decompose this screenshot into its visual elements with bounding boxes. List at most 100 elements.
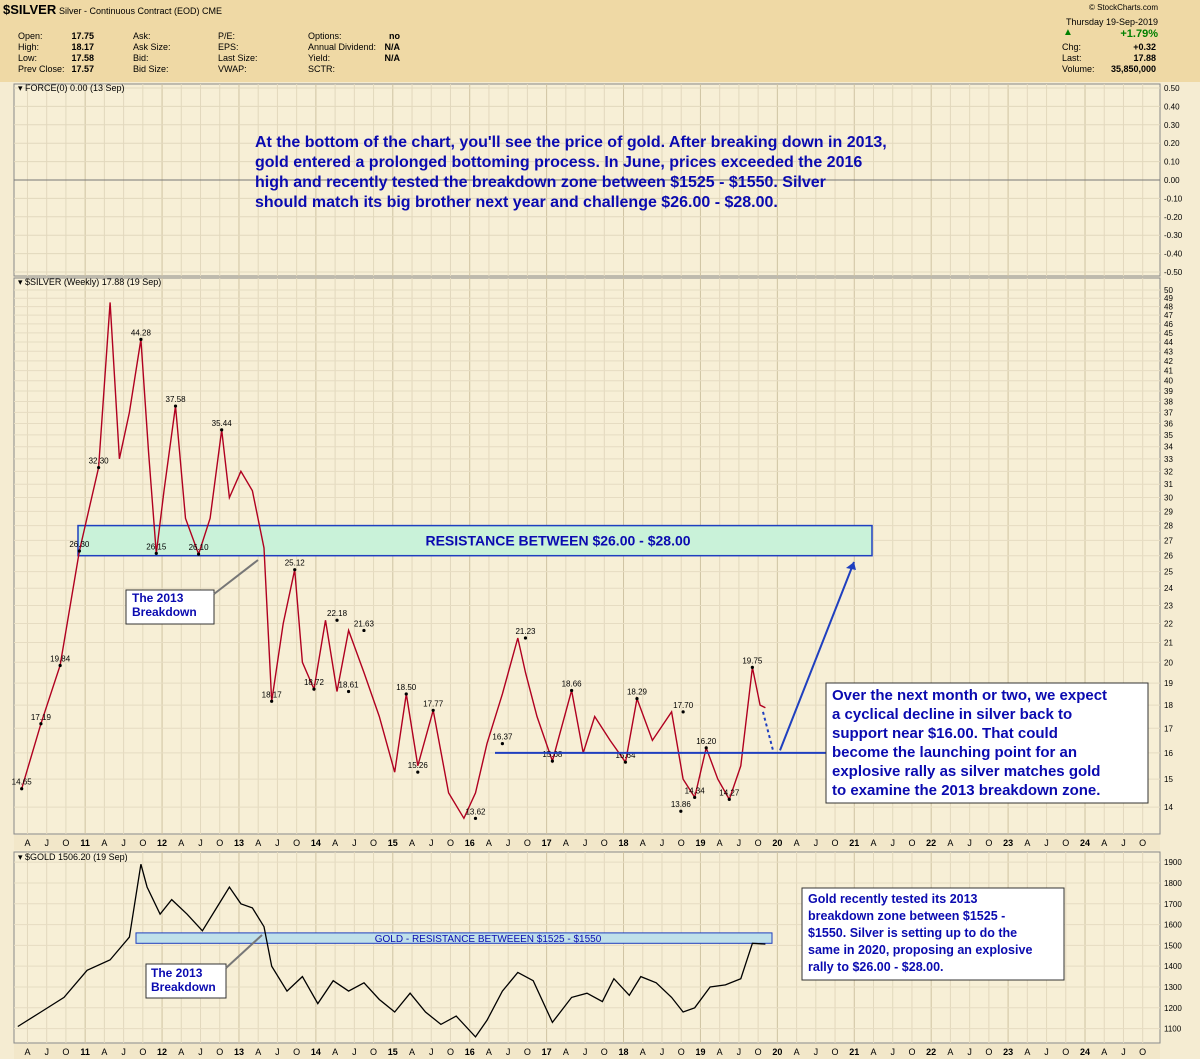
x-tick-label: O bbox=[62, 1047, 69, 1057]
x-tick-label: J bbox=[660, 838, 665, 848]
y-tick-label: -0.30 bbox=[1164, 231, 1183, 240]
resistance-zone bbox=[77, 524, 873, 557]
callout-box bbox=[145, 963, 227, 999]
x-tick-label: A bbox=[640, 1047, 646, 1057]
price-label: 14.34 bbox=[685, 786, 706, 795]
quote-label: Open: bbox=[18, 31, 43, 41]
price-label: 18.66 bbox=[562, 679, 583, 688]
quote-value: 17.58 bbox=[71, 53, 94, 63]
y-tick-label: 17 bbox=[1164, 724, 1173, 733]
price-point bbox=[20, 787, 24, 791]
y-tick-label: 43 bbox=[1164, 347, 1173, 356]
price-label: 19.75 bbox=[742, 656, 763, 665]
quote-value: +0.32 bbox=[1133, 42, 1156, 52]
y-tick-label: 0.50 bbox=[1164, 84, 1180, 93]
y-tick-label: 20 bbox=[1164, 658, 1173, 667]
price-point bbox=[693, 795, 697, 800]
price-point bbox=[293, 568, 297, 572]
main-annotation: At the bottom of the chart, you'll see t… bbox=[255, 134, 887, 151]
symbol-label: $SILVER bbox=[3, 2, 57, 17]
x-tick-label: J bbox=[429, 1047, 434, 1057]
y-tick-label: 1600 bbox=[1164, 921, 1182, 930]
x-tick-label: 14 bbox=[311, 838, 321, 848]
x-tick-label: J bbox=[121, 838, 126, 848]
x-tick-label: J bbox=[429, 838, 434, 848]
gold-note-text: breakdown zone between $1525 - bbox=[808, 909, 1005, 923]
quote-label: High: bbox=[18, 42, 40, 52]
price-point bbox=[727, 797, 731, 802]
quote-label: SCTR: bbox=[308, 64, 335, 74]
y-tick-label: 35 bbox=[1164, 431, 1173, 440]
x-tick-label: A bbox=[178, 1047, 184, 1057]
x-tick-label: O bbox=[524, 838, 531, 848]
x-tick-label: J bbox=[198, 838, 203, 848]
y-tick-label: 1100 bbox=[1164, 1025, 1182, 1034]
x-tick-label: 23 bbox=[1003, 838, 1013, 848]
x-tick-label: O bbox=[1062, 838, 1069, 848]
price-point bbox=[473, 816, 478, 820]
callout-box bbox=[125, 589, 215, 625]
price-label: 15.64 bbox=[615, 751, 636, 760]
quote-label: Chg: bbox=[1062, 42, 1082, 52]
y-tick-label: 27 bbox=[1164, 536, 1173, 545]
price-point bbox=[570, 688, 574, 693]
x-tick-label: A bbox=[794, 838, 800, 848]
price-point bbox=[270, 699, 274, 703]
price-point bbox=[416, 770, 420, 774]
x-tick-label: O bbox=[1139, 1047, 1146, 1057]
x-tick-label: O bbox=[447, 1047, 454, 1057]
price-point bbox=[623, 760, 628, 764]
x-tick-label: 21 bbox=[849, 838, 859, 848]
panel-label: ▾ $GOLD 1506.20 (19 Sep) bbox=[18, 852, 128, 862]
x-tick-label: O bbox=[678, 838, 685, 848]
price-point bbox=[681, 710, 685, 714]
gold-note-text: $1550. Silver is setting up to do the bbox=[808, 926, 1017, 940]
price-label: 26.10 bbox=[189, 543, 210, 552]
price-label: 16.20 bbox=[696, 737, 717, 746]
price-point bbox=[97, 465, 101, 470]
quote-label: Last: bbox=[1062, 53, 1082, 63]
price-label: 15.26 bbox=[408, 761, 429, 770]
x-tick-label: 16 bbox=[465, 1047, 475, 1057]
x-tick-label: O bbox=[216, 1047, 223, 1057]
x-tick-label: J bbox=[583, 1047, 588, 1057]
arrow-head bbox=[846, 561, 856, 570]
x-tick-label: J bbox=[1044, 838, 1049, 848]
quote-label: Prev Close: bbox=[18, 64, 65, 74]
x-tick-label: A bbox=[870, 1047, 876, 1057]
note-text: Over the next month or two, we expect bbox=[832, 687, 1107, 704]
price-label: 15.68 bbox=[542, 750, 563, 759]
quote-value: 17.57 bbox=[71, 64, 94, 74]
x-tick-label: O bbox=[985, 1047, 992, 1057]
gold-note-text: rally to $26.00 - $28.00. bbox=[808, 960, 944, 974]
x-tick-label: J bbox=[967, 838, 972, 848]
x-tick-label: J bbox=[583, 838, 588, 848]
y-tick-label: 36 bbox=[1164, 419, 1173, 428]
x-tick-label: A bbox=[1024, 1047, 1030, 1057]
y-tick-label: -0.50 bbox=[1164, 268, 1183, 277]
price-label: 18.50 bbox=[396, 683, 417, 692]
price-point bbox=[750, 665, 754, 669]
x-tick-label: O bbox=[985, 838, 992, 848]
x-tick-label: 15 bbox=[388, 1047, 398, 1057]
price-point bbox=[77, 549, 81, 553]
y-tick-label: 30 bbox=[1164, 494, 1173, 503]
x-tick-label: A bbox=[1101, 1047, 1107, 1057]
x-tick-label: J bbox=[352, 1047, 357, 1057]
x-tick-label: J bbox=[737, 1047, 742, 1057]
callout-text: The 2013 bbox=[132, 591, 184, 605]
price-point bbox=[550, 759, 554, 763]
note-text: support near $16.00. That could bbox=[832, 725, 1058, 742]
x-tick-label: A bbox=[947, 838, 953, 848]
y-tick-label: 48 bbox=[1164, 303, 1173, 312]
x-tick-label: 13 bbox=[234, 838, 244, 848]
y-tick-label: 0.30 bbox=[1164, 121, 1180, 130]
y-tick-label: 1500 bbox=[1164, 941, 1182, 950]
x-tick-label: O bbox=[832, 1047, 839, 1057]
x-tick-label: O bbox=[755, 838, 762, 848]
y-tick-label: 1800 bbox=[1164, 879, 1182, 888]
y-tick-label: 26 bbox=[1164, 552, 1173, 561]
y-tick-label: 24 bbox=[1164, 584, 1173, 593]
x-tick-label: A bbox=[101, 1047, 107, 1057]
quote-label: Ask Size: bbox=[133, 42, 171, 52]
